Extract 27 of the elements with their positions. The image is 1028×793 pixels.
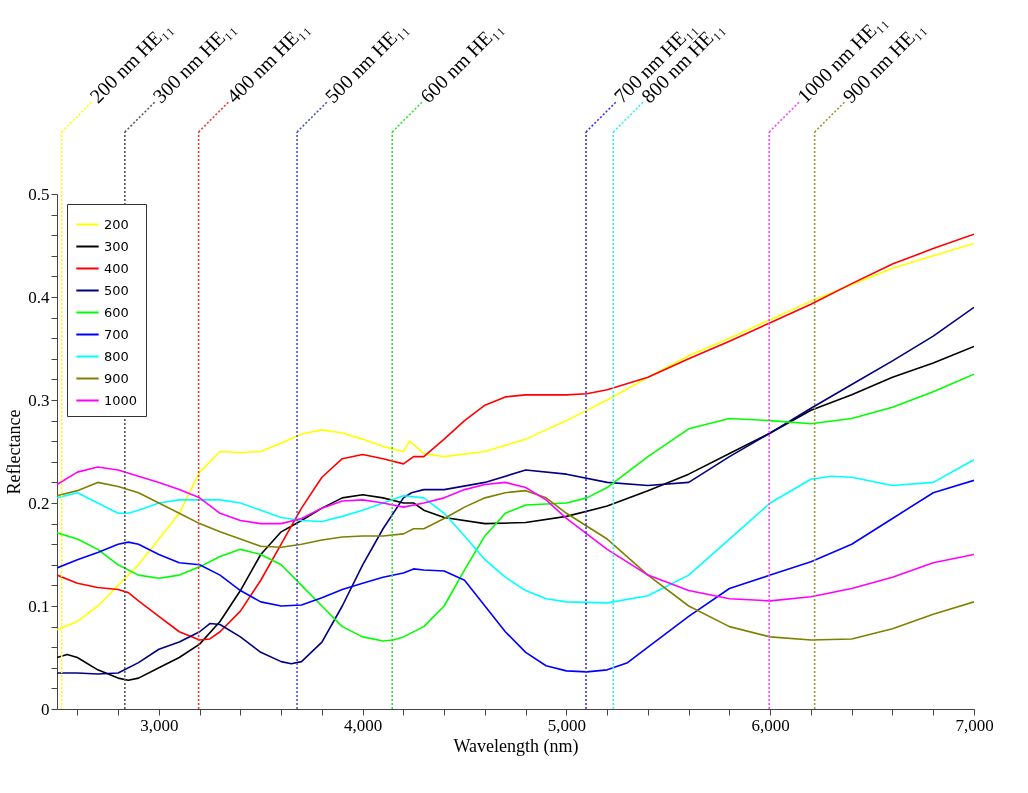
line-series <box>57 479 974 673</box>
legend-label: 500 <box>104 282 129 298</box>
line-series <box>57 373 974 642</box>
y-tick-label: 0.4 <box>28 287 50 307</box>
legend-label: 400 <box>104 260 129 276</box>
y-tick-label: 0.3 <box>28 390 50 410</box>
x-tick-label: 7,000 <box>955 715 994 735</box>
legend-label: 900 <box>104 370 129 386</box>
legend-label: 1000 <box>104 392 138 408</box>
line-series <box>57 481 974 641</box>
x-tick-label: 3,000 <box>140 715 179 735</box>
x-tick-label: 6,000 <box>751 715 790 735</box>
legend-label: 700 <box>104 326 129 342</box>
legend-label: 800 <box>104 348 129 364</box>
y-tick-label: 0.2 <box>28 493 50 513</box>
y-tick-label: 0.1 <box>28 596 50 616</box>
y-tick-label: 0 <box>41 699 50 719</box>
ref-line-label: 600 nm HE₁₁ <box>415 16 507 108</box>
legend-label: 600 <box>104 304 129 320</box>
y-tick-label: 0.5 <box>28 184 50 204</box>
y-axis-title: Reflectance <box>4 409 25 495</box>
ref-line-label: 500 nm HE₁₁ <box>320 16 412 108</box>
legend-label: 200 <box>104 216 129 232</box>
legend-label: 300 <box>104 238 129 254</box>
x-tick-label: 4,000 <box>344 715 383 735</box>
x-axis-title: Wavelength (nm) <box>453 735 579 757</box>
x-tick-label: 5,000 <box>547 715 587 735</box>
